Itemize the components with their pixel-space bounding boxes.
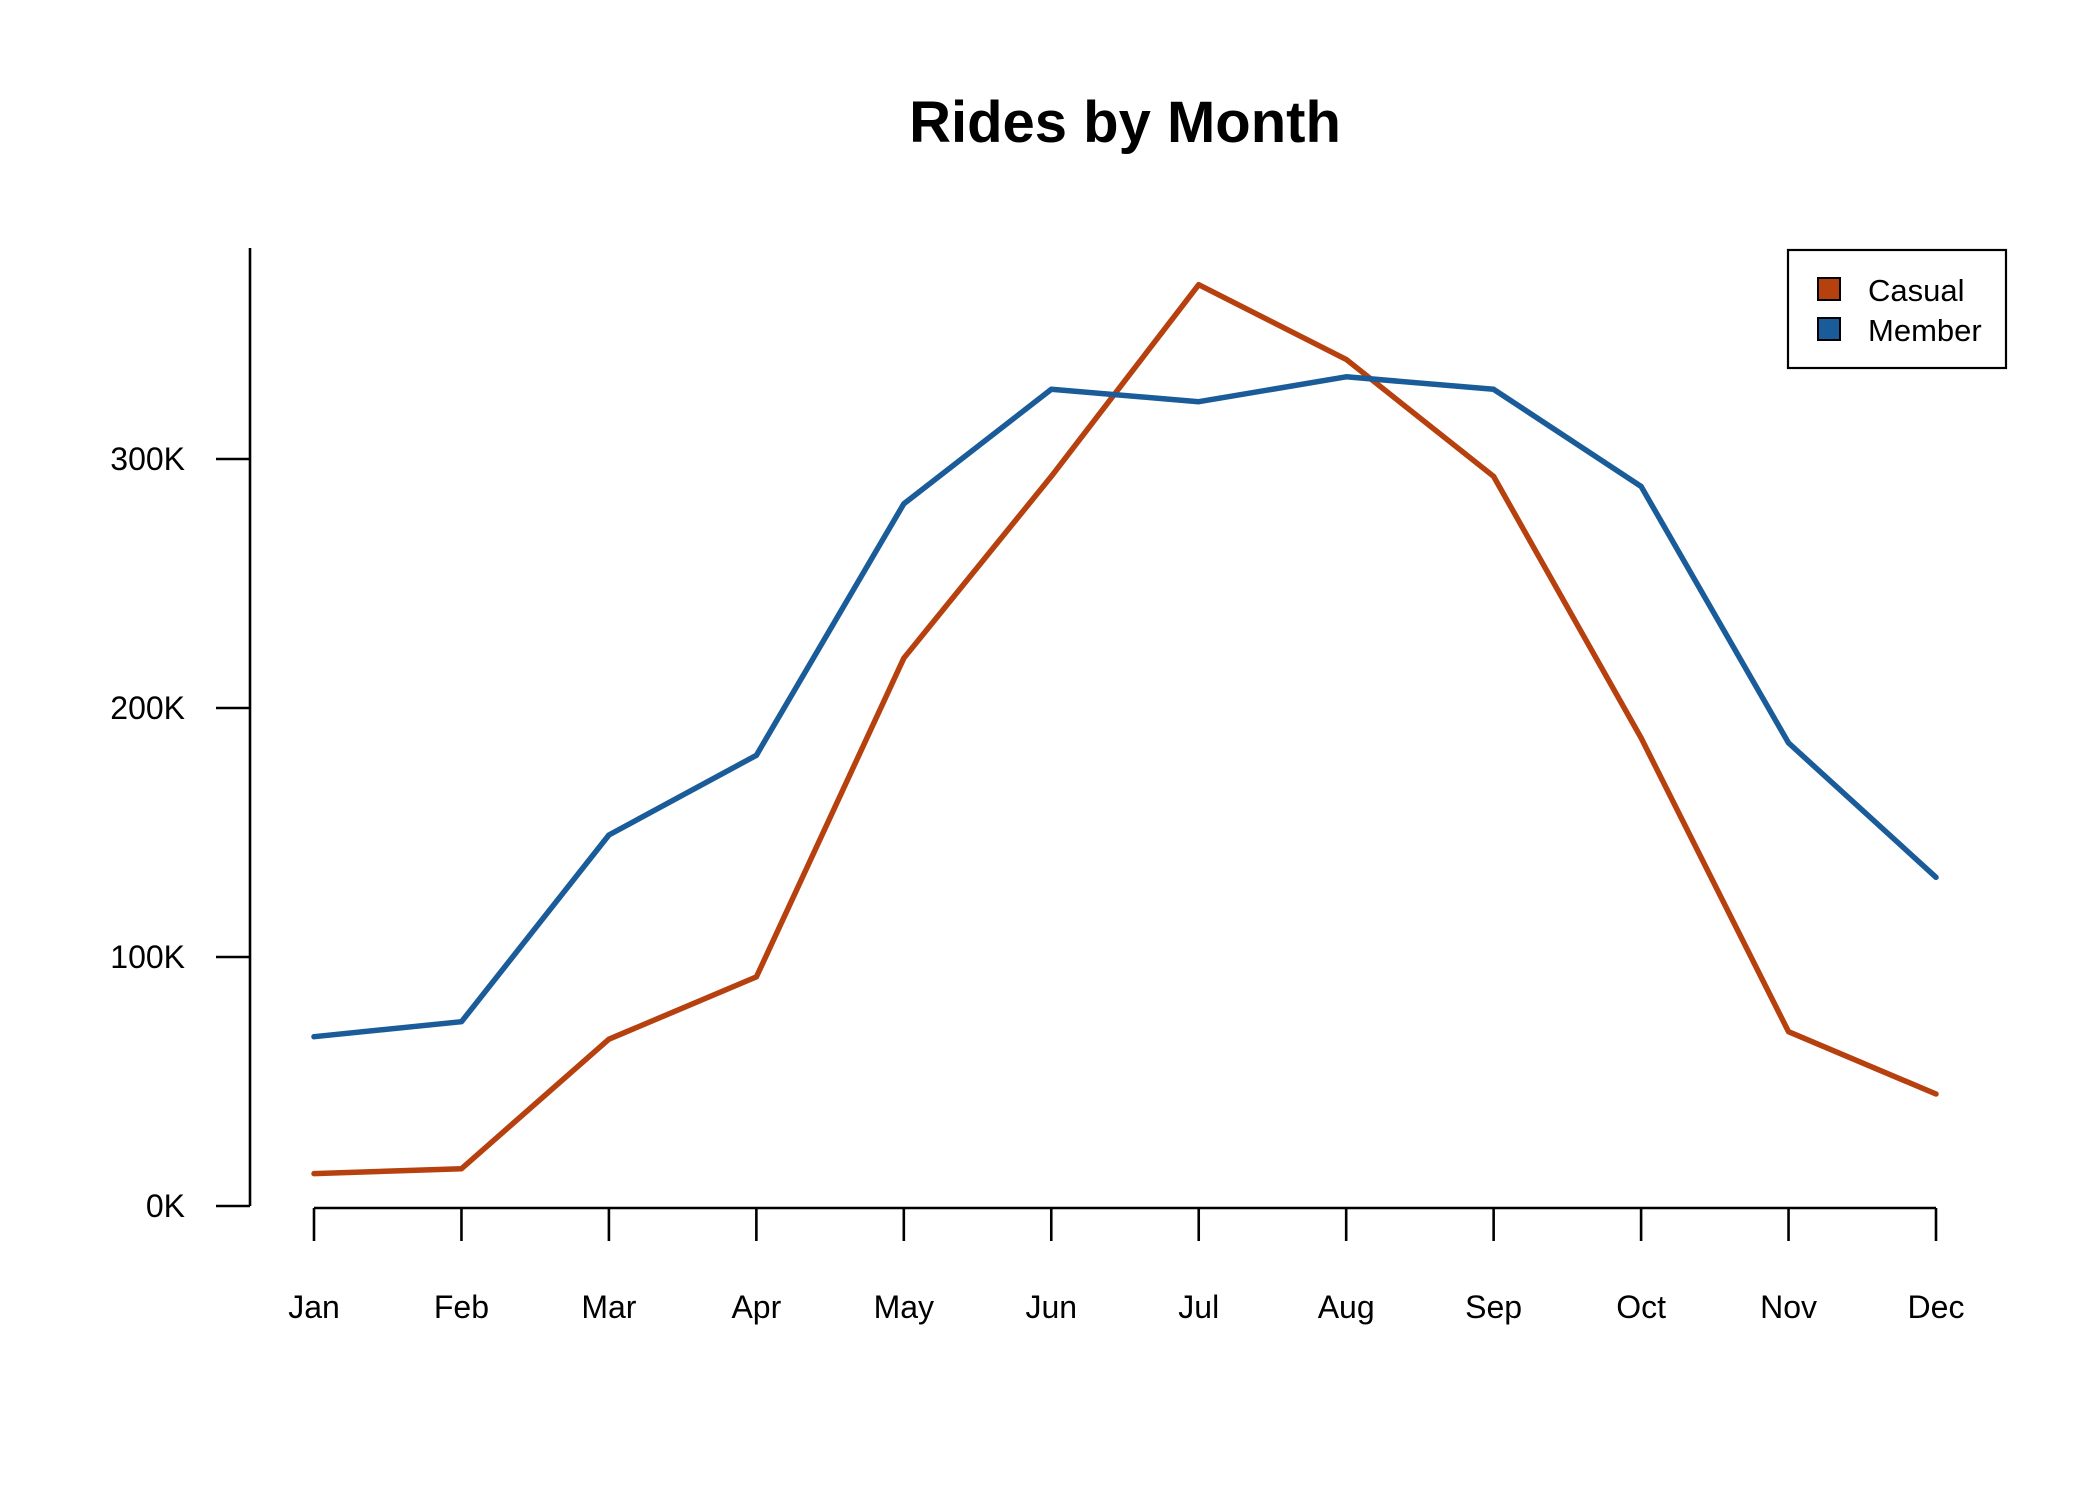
data-point [901, 501, 907, 507]
data-point [1048, 386, 1054, 392]
x-tick-label: Dec [1908, 1289, 1965, 1325]
data-point [753, 752, 759, 758]
data-point [311, 1034, 317, 1040]
x-tick-label: Sep [1465, 1289, 1522, 1325]
x-tick-label: Feb [434, 1289, 489, 1325]
data-point [1638, 483, 1644, 489]
data-point [1933, 1091, 1939, 1097]
series-casual [311, 281, 1939, 1177]
data-point [606, 832, 612, 838]
data-point [1491, 386, 1497, 392]
data-point [606, 1036, 612, 1042]
legend-box [1786, 248, 2008, 370]
y-tick-label: 100K [110, 939, 185, 975]
x-tick-label: Nov [1760, 1289, 1817, 1325]
data-point [901, 655, 907, 661]
x-tick-label: Jan [288, 1289, 340, 1325]
legend-label: Casual [1868, 273, 1965, 308]
data-point [1491, 473, 1497, 479]
x-axis: Jan Feb Mar Apr May Jun Jul Aug Sep Oct Nov Dec [288, 1206, 1965, 1325]
y-tick-label: 200K [110, 690, 185, 726]
x-tick-label: Jun [1025, 1289, 1077, 1325]
series-line-member [311, 374, 1939, 1040]
series-line-casual [311, 281, 1939, 1177]
legend-swatch [1817, 277, 1841, 301]
data-point [1933, 874, 1939, 880]
legend: Casual Member [1786, 248, 2008, 370]
data-point [458, 1166, 464, 1172]
series-layer [311, 281, 1939, 1177]
data-point [458, 1019, 464, 1025]
data-point [1196, 399, 1202, 405]
data-point [1343, 356, 1349, 362]
x-tick-label: May [874, 1289, 934, 1325]
data-point [311, 1171, 317, 1177]
data-point [753, 974, 759, 980]
data-point [1196, 282, 1202, 288]
y-tick-label: 300K [110, 441, 185, 477]
x-tick-label: Jul [1178, 1289, 1219, 1325]
legend-swatch [1817, 317, 1841, 341]
data-point [1638, 735, 1644, 741]
x-tick-label: Apr [731, 1289, 781, 1325]
legend-label: Member [1868, 313, 1982, 348]
y-tick-label: 0K [146, 1188, 185, 1224]
x-tick-label: Mar [581, 1289, 636, 1325]
x-tick-label: Aug [1318, 1289, 1375, 1325]
data-point [1343, 374, 1349, 380]
series-member [311, 374, 1939, 1040]
data-point [1786, 1029, 1792, 1035]
x-tick-label: Oct [1616, 1289, 1666, 1325]
chart-title: Rides by Month [909, 90, 1341, 155]
data-point [1048, 473, 1054, 479]
y-axis: 0K 100K 200K 300K [110, 248, 252, 1224]
data-point [1786, 740, 1792, 746]
